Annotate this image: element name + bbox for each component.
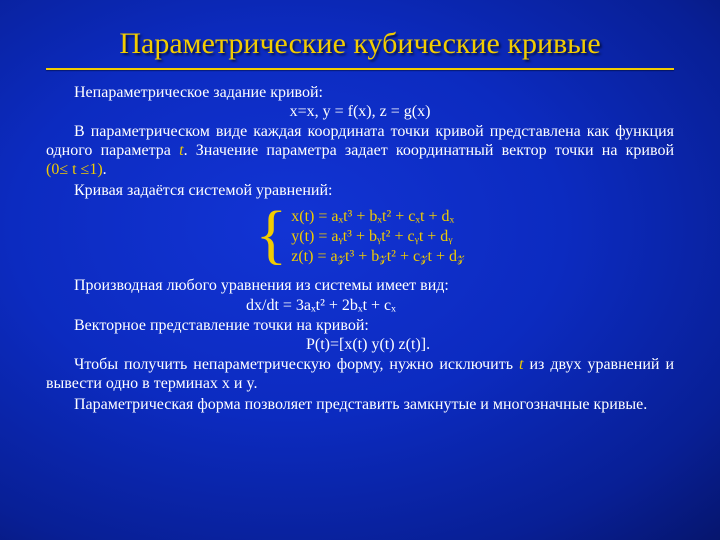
- exclude-before-t: Чтобы получить непараметрическую форму, …: [74, 356, 519, 373]
- nonparam-label: Непараметрическое задание кривой:: [46, 84, 674, 103]
- vector-label: Векторное представление точки на кривой:: [46, 317, 674, 336]
- param-description: В параметрическом виде каждая координата…: [46, 123, 674, 180]
- param-constraint: (0≤ t ≤1): [46, 161, 103, 178]
- system-eq-y: y(t) = aᵧt³ + bᵧt² + cᵧt + dᵧ: [291, 227, 464, 247]
- system-eq-x: x(t) = aₓt³ + bₓt² + cₓt + dₓ: [291, 207, 464, 227]
- slide-title: Параметрические кубические кривые: [46, 28, 674, 60]
- closed-curves-paragraph: Параметрическая форма позволяет представ…: [46, 396, 674, 415]
- brace-icon: {: [256, 205, 288, 265]
- param-desc-after-t: . Значение параметра задает координатный…: [184, 142, 674, 159]
- slide-content: Параметрические кубические кривые Непара…: [46, 28, 674, 530]
- separator-line: [46, 68, 674, 70]
- vector-equation: P(t)=[x(t) y(t) z(t)].: [306, 336, 674, 355]
- nonparam-equation: x=x, y = f(x), z = g(x): [46, 103, 674, 122]
- exclude-paragraph: Чтобы получить непараметрическую форму, …: [46, 356, 674, 394]
- slide: Параметрические кубические кривые Непара…: [0, 0, 720, 540]
- equation-system: { x(t) = aₓt³ + bₓt² + cₓt + dₓ y(t) = a…: [46, 207, 674, 267]
- derivative-label: Производная любого уравнения из системы …: [46, 277, 674, 296]
- body-text: Непараметрическое задание кривой: x=x, y…: [46, 84, 674, 415]
- param-constraint-dot: .: [103, 161, 107, 178]
- system-eq-z: z(t) = a𝓏t³ + b𝓏t² + c𝓏t + d𝓏: [291, 247, 464, 267]
- system-lines: x(t) = aₓt³ + bₓt² + cₓt + dₓ y(t) = aᵧt…: [291, 207, 464, 266]
- derivative-equation: dx/dt = 3aₓt² + 2bₓt + cₓ: [246, 297, 674, 316]
- system-intro: Кривая задаётся системой уравнений:: [46, 182, 674, 201]
